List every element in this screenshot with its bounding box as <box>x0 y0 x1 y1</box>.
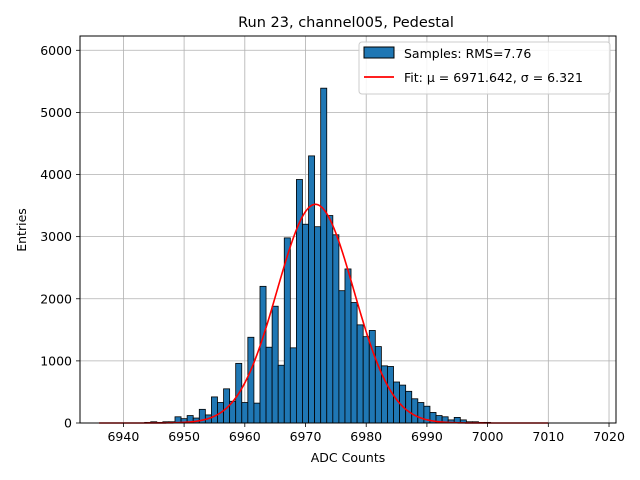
histogram-bar <box>338 290 346 424</box>
histogram-bar <box>332 234 340 424</box>
histogram-bar <box>314 226 322 424</box>
histogram-bar <box>308 155 316 424</box>
x-tick-label: 7020 <box>593 429 625 444</box>
x-tick-label: 6950 <box>168 429 200 444</box>
histogram-bar <box>326 215 334 424</box>
x-tick-label: 6980 <box>350 429 382 444</box>
histogram-bar <box>211 396 218 424</box>
y-tick-label: 5000 <box>40 105 72 120</box>
y-tick-label: 0 <box>64 416 72 431</box>
histogram-bar <box>417 402 425 424</box>
legend: Samples: RMS=7.76 Fit: μ = 6971.642, σ =… <box>358 41 611 95</box>
histogram-bar <box>289 347 297 424</box>
x-tick-label: 7000 <box>472 429 504 444</box>
histogram-bar <box>247 336 255 424</box>
legend-swatch-samples <box>363 46 395 59</box>
legend-label-samples: Samples: RMS=7.76 <box>404 46 531 61</box>
histogram-bar <box>350 302 358 424</box>
x-tick-label: 6970 <box>290 429 322 444</box>
y-axis-label: Entries <box>14 208 29 252</box>
histogram-bar <box>253 402 261 424</box>
x-tick-label: 7010 <box>532 429 564 444</box>
histogram-bar <box>259 285 267 424</box>
y-tick-label: 2000 <box>40 291 72 306</box>
histogram-bar <box>405 390 413 424</box>
histogram-bar <box>241 402 249 424</box>
histogram-bar <box>265 346 273 424</box>
histogram-bar <box>271 305 279 424</box>
plot-frame <box>79 35 617 424</box>
histogram-bar <box>411 398 419 424</box>
histogram-bar <box>277 364 285 424</box>
chart-title: Run 23, channel005, Pedestal <box>238 15 454 31</box>
histogram-bar <box>344 268 352 424</box>
y-axis-ticks: 0 1000 2000 3000 4000 5000 6000 <box>40 43 80 431</box>
y-tick-label: 1000 <box>40 353 72 368</box>
y-tick-label: 4000 <box>40 167 72 182</box>
x-axis-label: ADC Counts <box>311 450 386 465</box>
histogram-bar <box>356 324 364 424</box>
histogram-bar <box>302 223 309 424</box>
histogram-bar <box>320 87 328 424</box>
x-tick-label: 6960 <box>229 429 261 444</box>
x-axis-ticks: 6940 6950 6960 6970 6980 6990 7000 7010 7020 <box>107 423 625 444</box>
histogram-bar <box>374 346 382 424</box>
histogram-bar <box>362 336 370 424</box>
y-tick-label: 6000 <box>40 43 72 58</box>
histogram-bar <box>296 179 303 424</box>
x-tick-label: 6940 <box>107 429 139 444</box>
legend-box <box>358 41 611 95</box>
legend-label-fit: Fit: μ = 6971.642, σ = 6.321 <box>404 70 583 85</box>
x-tick-label: 6990 <box>411 429 443 444</box>
y-tick-label: 3000 <box>40 229 72 244</box>
histogram-bars <box>144 87 492 424</box>
